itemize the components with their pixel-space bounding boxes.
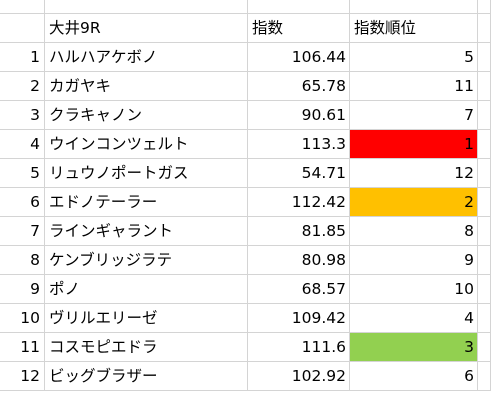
- empty-cell[interactable]: [478, 14, 491, 43]
- empty-cell[interactable]: [478, 130, 491, 159]
- index-value-cell[interactable]: 90.61: [248, 101, 350, 130]
- table-row: 9 ポノ 68.57 10: [0, 275, 491, 304]
- index-value-cell[interactable]: 109.42: [248, 304, 350, 333]
- rank-value-cell[interactable]: 11: [350, 72, 478, 101]
- horse-name-cell[interactable]: ラインギャラント: [45, 217, 248, 246]
- header-row: 大井9R 指数 指数順位: [0, 14, 491, 43]
- row-number-cell[interactable]: 2: [0, 72, 45, 101]
- index-value-cell[interactable]: 80.98: [248, 246, 350, 275]
- empty-cell[interactable]: [478, 159, 491, 188]
- row-number-cell[interactable]: 5: [0, 159, 45, 188]
- empty-cell[interactable]: [478, 43, 491, 72]
- header-race-name-cell[interactable]: 大井9R: [45, 14, 248, 43]
- horse-name-cell[interactable]: ハルハアケボノ: [45, 43, 248, 72]
- header-rank-cell[interactable]: 指数順位: [350, 14, 478, 43]
- empty-cell[interactable]: [478, 275, 491, 304]
- row-number-cell[interactable]: 4: [0, 130, 45, 159]
- empty-cell[interactable]: [478, 101, 491, 130]
- rank-value-cell[interactable]: 3: [350, 333, 478, 362]
- rank-value-cell[interactable]: 2: [350, 188, 478, 217]
- rank-value-cell[interactable]: 12: [350, 159, 478, 188]
- empty-cell[interactable]: [350, 0, 478, 14]
- empty-cell[interactable]: [478, 217, 491, 246]
- rank-value-cell[interactable]: 10: [350, 275, 478, 304]
- empty-cell[interactable]: [478, 188, 491, 217]
- horse-name-cell[interactable]: エドノテーラー: [45, 188, 248, 217]
- horse-name-cell[interactable]: カガヤキ: [45, 72, 248, 101]
- table-row: 11 コスモピエドラ 111.6 3: [0, 333, 491, 362]
- empty-cell[interactable]: [478, 72, 491, 101]
- index-value-cell[interactable]: 111.6: [248, 333, 350, 362]
- rank-value-cell[interactable]: 5: [350, 43, 478, 72]
- table-row: 2 カガヤキ 65.78 11: [0, 72, 491, 101]
- header-num-cell[interactable]: [0, 14, 45, 43]
- table-row: 3 クラキャノン 90.61 7: [0, 101, 491, 130]
- horse-name-cell[interactable]: ケンブリッジラテ: [45, 246, 248, 275]
- horse-name-cell[interactable]: ウインコンツェルト: [45, 130, 248, 159]
- row-number-cell[interactable]: 10: [0, 304, 45, 333]
- horse-name-cell[interactable]: リュウノポートガス: [45, 159, 248, 188]
- horse-name-cell[interactable]: ポノ: [45, 275, 248, 304]
- horse-name-cell[interactable]: ヴリルエリーゼ: [45, 304, 248, 333]
- horse-name-cell[interactable]: ビッグブラザー: [45, 362, 248, 391]
- row-number-cell[interactable]: 11: [0, 333, 45, 362]
- horse-name-cell[interactable]: コスモピエドラ: [45, 333, 248, 362]
- horse-name-cell[interactable]: クラキャノン: [45, 101, 248, 130]
- empty-cell[interactable]: [45, 0, 248, 14]
- row-number-cell[interactable]: 7: [0, 217, 45, 246]
- row-number-cell[interactable]: 12: [0, 362, 45, 391]
- row-number-cell[interactable]: 8: [0, 246, 45, 275]
- empty-cell[interactable]: [478, 304, 491, 333]
- empty-cell[interactable]: [248, 0, 350, 14]
- rank-value-cell[interactable]: 6: [350, 362, 478, 391]
- row-number-cell[interactable]: 3: [0, 101, 45, 130]
- partial-top-row: [0, 0, 491, 14]
- rank-value-cell[interactable]: 8: [350, 217, 478, 246]
- index-value-cell[interactable]: 106.44: [248, 43, 350, 72]
- rank-value-cell[interactable]: 4: [350, 304, 478, 333]
- index-value-cell[interactable]: 81.85: [248, 217, 350, 246]
- table-row: 12 ビッグブラザー 102.92 6: [0, 362, 491, 391]
- index-value-cell[interactable]: 113.3: [248, 130, 350, 159]
- table-row: 8 ケンブリッジラテ 80.98 9: [0, 246, 491, 275]
- table-row: 5 リュウノポートガス 54.71 12: [0, 159, 491, 188]
- row-number-cell[interactable]: 1: [0, 43, 45, 72]
- rank-value-cell[interactable]: 7: [350, 101, 478, 130]
- table-row: 4 ウインコンツェルト 113.3 1: [0, 130, 491, 159]
- rank-value-cell[interactable]: 1: [350, 130, 478, 159]
- index-value-cell[interactable]: 65.78: [248, 72, 350, 101]
- table-row: 10 ヴリルエリーゼ 109.42 4: [0, 304, 491, 333]
- table-row: 1 ハルハアケボノ 106.44 5: [0, 43, 491, 72]
- row-number-cell[interactable]: 6: [0, 188, 45, 217]
- table-row: 6 エドノテーラー 112.42 2: [0, 188, 491, 217]
- table-row: 7 ラインギャラント 81.85 8: [0, 217, 491, 246]
- empty-cell[interactable]: [478, 362, 491, 391]
- index-value-cell[interactable]: 102.92: [248, 362, 350, 391]
- row-number-cell[interactable]: 9: [0, 275, 45, 304]
- header-index-cell[interactable]: 指数: [248, 14, 350, 43]
- index-value-cell[interactable]: 112.42: [248, 188, 350, 217]
- empty-cell[interactable]: [478, 246, 491, 275]
- index-value-cell[interactable]: 68.57: [248, 275, 350, 304]
- empty-cell[interactable]: [478, 0, 491, 14]
- empty-cell[interactable]: [478, 333, 491, 362]
- index-value-cell[interactable]: 54.71: [248, 159, 350, 188]
- rank-value-cell[interactable]: 9: [350, 246, 478, 275]
- empty-cell[interactable]: [0, 0, 45, 14]
